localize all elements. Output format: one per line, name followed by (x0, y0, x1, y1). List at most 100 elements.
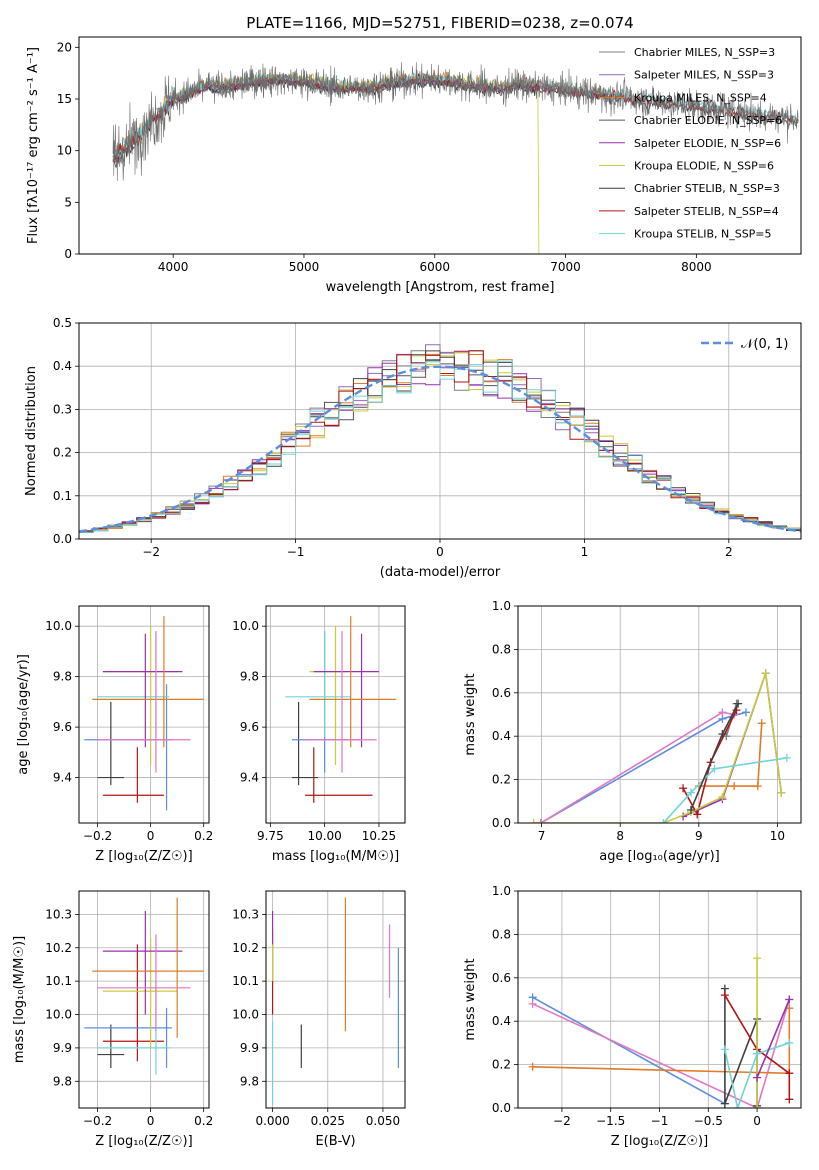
x-tick-label: 0 (147, 829, 155, 843)
plot-area (79, 344, 801, 535)
mass-weight-marker (733, 1104, 742, 1108)
x-axis-label: wavelength [Angstrom, rest frame] (326, 280, 555, 295)
mass-weight-series (686, 699, 743, 814)
spectrum-panel: 4000 5000 6000 7000 8000 0 5 10 15 20 wavelength [… (26, 36, 802, 295)
mass-weight-marker (753, 1049, 762, 1058)
x-tick-label: −2 (553, 1114, 571, 1128)
age-vs-metallicity-panel: −0.2 0 0.2 9.4 9.6 9.8 10.0 Z [log₁₀(Z/Z☉)] age … (16, 605, 213, 864)
x-tick-label: 6000 (419, 260, 450, 274)
x-tick-label: 0.2 (194, 829, 213, 843)
y-tick-label: 15 (57, 92, 72, 106)
y-tick-label: 10 (57, 144, 72, 158)
mass-vs-metallicity-panel: −0.2 0 0.2 9.8 9.9 10.0 10.1 10.2 10.3 Z [log₁₀(Z… (12, 890, 213, 1149)
x-tick-label: 8000 (681, 260, 712, 274)
axes-frame (265, 890, 406, 1109)
legend-label: Chabrier STELIB, N_SSP=3 (634, 182, 780, 195)
ticks: 4000 5000 6000 7000 8000 0 5 10 15 20 (57, 40, 712, 274)
error-bar-point (92, 616, 204, 748)
mass-weight-marker (757, 719, 766, 728)
mass-weight-marker (718, 708, 727, 717)
x-tick-label: 10 (770, 829, 785, 843)
plot-area (84, 616, 204, 811)
y-tick-label: 0.8 (492, 642, 511, 656)
mass-weight-series (720, 1038, 794, 1108)
error-bar-point (305, 747, 373, 803)
mass-weight-marker (753, 1073, 762, 1082)
y-tick-label: 10.0 (45, 619, 72, 633)
y-tick-label: 9.6 (240, 720, 259, 734)
error-bar-point (102, 944, 164, 1062)
x-tick-label: 9.75 (257, 829, 284, 843)
mass-weight-marker (718, 792, 727, 801)
y-tick-label: 10.1 (232, 974, 259, 988)
mass-weight-marker (785, 1038, 794, 1047)
x-tick-label: 0 (753, 1114, 761, 1128)
plot-area (528, 954, 794, 1108)
y-tick-label: 0.8 (492, 927, 511, 941)
y-axis-label: Normed distribution (24, 366, 39, 496)
y-tick-label: 0.2 (492, 773, 511, 787)
mass-weight-series (753, 954, 762, 1108)
legend-label: Salpeter MILES, N_SSP=3 (634, 69, 774, 82)
mass-weight-marker (529, 819, 538, 823)
mass-weight-marker (528, 1062, 537, 1071)
y-tick-label: 10.1 (45, 974, 72, 988)
error-bar-point (97, 701, 125, 786)
y-tick-label: 0.6 (492, 971, 511, 985)
x-tick-label: 7 (538, 829, 546, 843)
mass-weight-marker (659, 819, 668, 823)
y-tick-label: 1.0 (492, 599, 511, 613)
x-tick-label: 0.2 (194, 1114, 213, 1128)
axes-frame (265, 605, 406, 824)
mass-weight-marker (720, 991, 729, 1000)
y-tick-label: 9.8 (53, 670, 72, 684)
x-tick-label: 5000 (289, 260, 320, 274)
x-axis-label: mass [log₁₀(M/M☉)] (272, 849, 399, 864)
y-tick-label: 9.4 (53, 771, 72, 785)
x-tick-label: 8 (616, 829, 624, 843)
error-bar-point (102, 911, 183, 1015)
error-bar-point (84, 1007, 172, 1068)
y-tick-label: 10.3 (45, 907, 72, 921)
legend-label: 𝒩(0, 1) (741, 337, 788, 352)
x-tick-label: 4000 (158, 260, 189, 274)
axes-frame (78, 890, 210, 1109)
x-tick-label: −1 (287, 545, 305, 559)
ticks: 0.000 0.025 0.050 9.8 9.9 10.0 10.1 10.2 10.3 (232, 907, 400, 1128)
mass-weight-line (756, 999, 791, 1078)
observed-spectrum-line (112, 62, 799, 181)
mass-weight-series (753, 995, 794, 1082)
mass-weight-marker (734, 699, 743, 708)
grid (79, 891, 209, 1108)
x-tick-label: 0.050 (366, 1114, 400, 1128)
mass-weight-line (724, 1042, 790, 1108)
error-bar-point (313, 633, 379, 748)
mass-weight-series (694, 719, 766, 791)
y-tick-label: 0.2 (53, 446, 72, 460)
mass-weight-line (698, 723, 763, 787)
age-vs-mass-panel: 9.75 10.00 10.25 9.4 9.6 9.8 10.0 mass [log₁₀(M… (232, 605, 406, 864)
legend: 𝒩(0, 1) (701, 337, 788, 352)
y-tick-label: 0.0 (53, 532, 72, 546)
error-bar-point (97, 1024, 125, 1068)
y-axis-label: Flux [fλ10⁻¹⁷ erg cm⁻² s⁻¹ A⁻¹] (26, 47, 41, 244)
x-tick-label: 10.25 (362, 829, 396, 843)
x-tick-label: −1 (651, 1114, 669, 1128)
mass-weight-line (724, 994, 791, 1100)
legend-label: Salpeter STELIB, N_SSP=4 (634, 205, 779, 218)
ticks: 7 8 9 10 0.0 0.2 0.4 0.6 0.8 1.0 (492, 599, 785, 843)
axes-frame (78, 605, 210, 824)
y-tick-label: 0.4 (53, 359, 72, 373)
x-tick-label: 7000 (550, 260, 581, 274)
mass-weight-marker (785, 1095, 794, 1104)
y-tick-label: 0.0 (492, 816, 511, 830)
y-tick-label: 0.5 (53, 316, 72, 330)
mass-weight-marker (753, 1104, 762, 1108)
plot-area (84, 897, 204, 1075)
error-bar-point (102, 747, 164, 803)
legend: Chabrier MILES, N_SSP=3 Salpeter MILES, N… (599, 46, 782, 241)
ticks: −2 −1 0 1 2 0.0 0.1 0.2 0.3 0.4 0.5 (53, 316, 733, 559)
y-tick-label: 9.9 (53, 1041, 72, 1055)
